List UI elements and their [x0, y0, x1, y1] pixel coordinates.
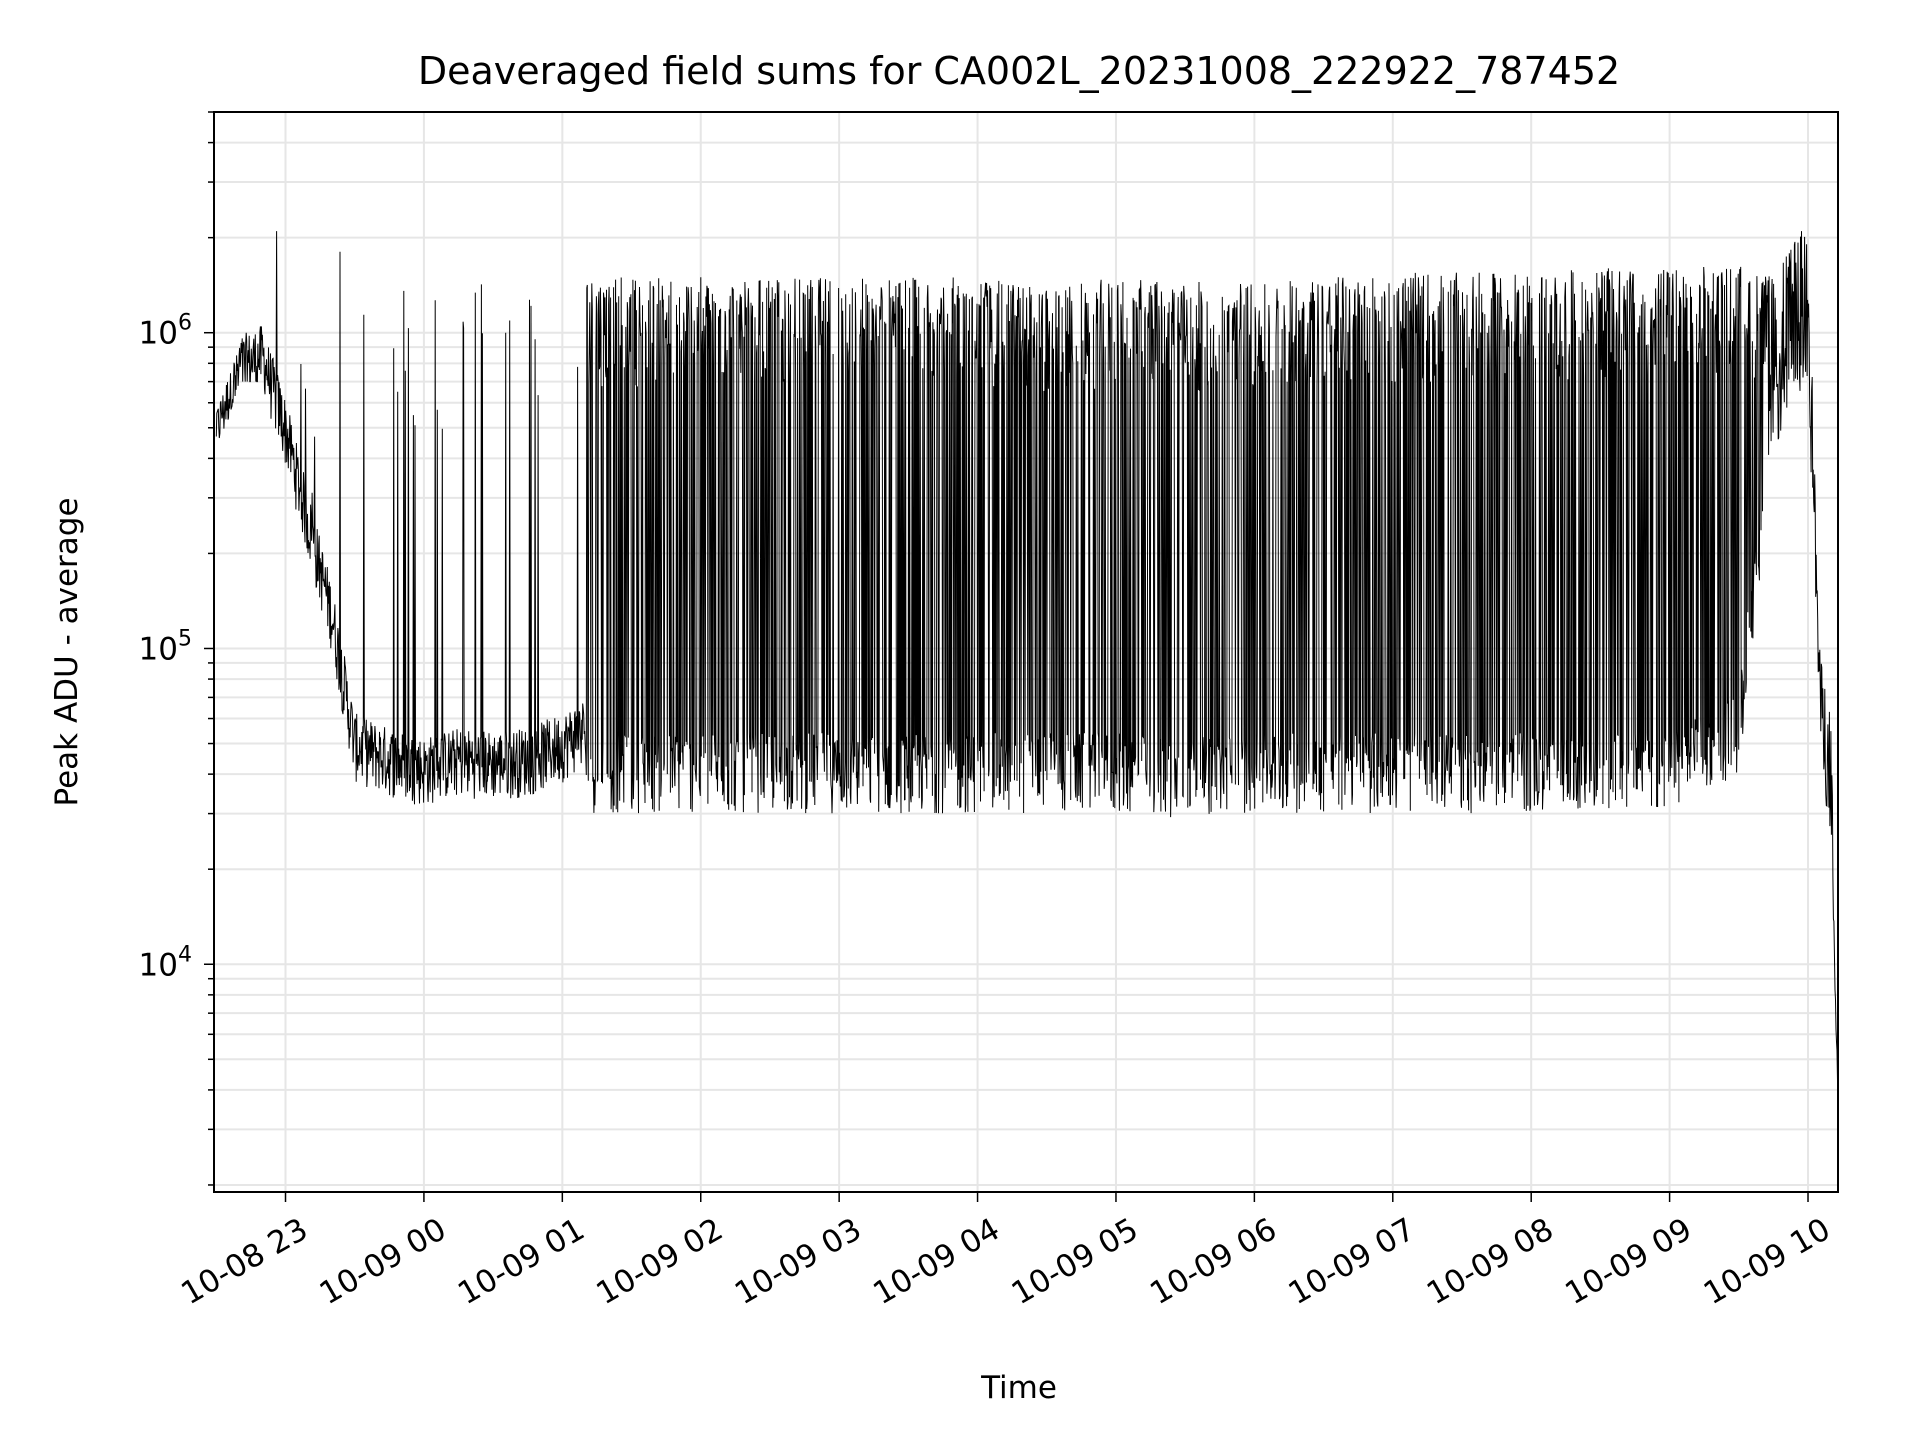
chart-title: Deaveraged field sums for CA002L_2023100…: [418, 49, 1620, 93]
plot-area: [215, 231, 1838, 1117]
x-axis-label: Time: [980, 1370, 1057, 1406]
y-axis: 104 105 106: [139, 111, 214, 1186]
series-line: [215, 231, 1838, 1117]
y-tick-label: 105: [139, 626, 192, 667]
y-tick-label: 106: [139, 311, 192, 352]
y-axis-label: Peak ADU - average: [49, 497, 85, 806]
plot-frame: [213, 111, 1839, 1193]
y-tick-label: 104: [139, 942, 192, 983]
